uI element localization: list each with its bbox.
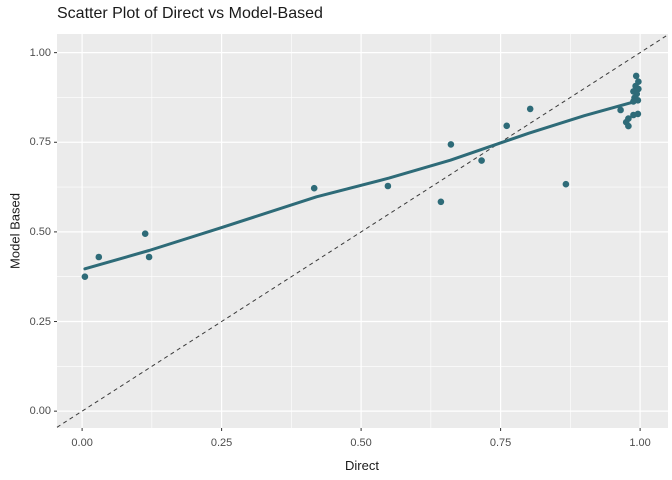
data-point [630, 111, 637, 119]
y-tick-label: 0.00 [29, 405, 51, 418]
x-tick-label: 1.00 [629, 437, 651, 449]
data-point [141, 230, 149, 237]
y-axis-title: Model Based [7, 193, 23, 269]
y-tick-label: 0.75 [29, 136, 51, 149]
data-point [478, 157, 485, 164]
data-point [635, 85, 642, 93]
data-point [562, 180, 570, 188]
data-point [526, 105, 534, 113]
data-point [437, 198, 445, 206]
data-point [503, 122, 511, 130]
data-point [447, 141, 455, 148]
data-point [630, 98, 637, 105]
x-tick-label: 0.75 [489, 437, 512, 449]
data-point [625, 122, 632, 130]
identity-line [56, 34, 669, 428]
x-tick-label: 0.00 [71, 437, 93, 449]
data-point [95, 253, 103, 261]
y-tick-label: 1.00 [29, 46, 51, 59]
y-tick-label: 0.25 [29, 315, 51, 328]
trend-line [83, 99, 640, 271]
data-point [617, 106, 624, 114]
y-tick-label: 0.50 [29, 225, 51, 238]
data-point [145, 253, 153, 261]
x-tick-label: 0.25 [210, 437, 233, 449]
data-point [81, 273, 89, 281]
chart-title: Scatter Plot of Direct vs Model-Based [57, 5, 323, 22]
data-point [310, 184, 318, 192]
x-tick-label: 0.50 [350, 437, 372, 449]
x-axis-title: Direct [345, 458, 379, 473]
data-point [632, 72, 640, 80]
data-point [384, 182, 392, 190]
